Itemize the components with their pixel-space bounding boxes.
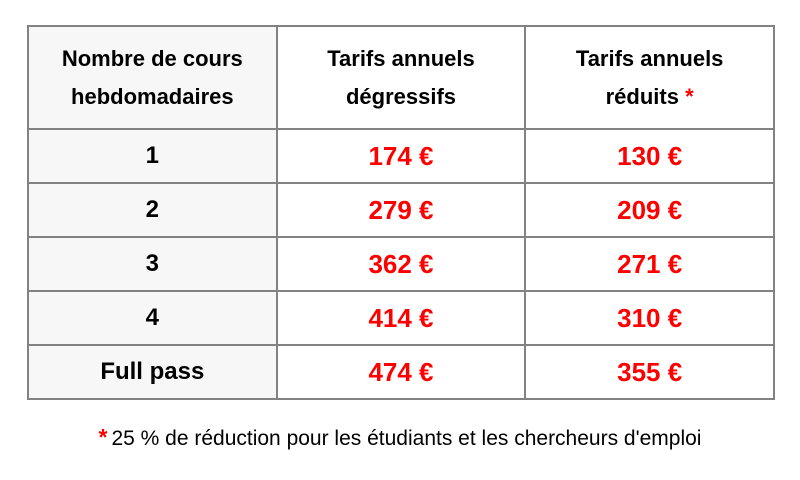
header-degressive-line1: Tarifs annuels <box>327 45 475 71</box>
header-degressive: Tarifs annuels dégressifs <box>275 25 527 130</box>
header-reduced-label: réduits <box>605 83 679 109</box>
footnote-text: 25 % de réduction pour les étudiants et … <box>111 427 702 450</box>
cell-degressive-price: 362 € <box>275 236 527 292</box>
cell-courses: 1 <box>27 128 278 184</box>
cell-reduced-price: 130 € <box>524 128 775 184</box>
cell-courses: 2 <box>27 182 278 238</box>
table-row: 4 414 € 310 € <box>27 290 775 346</box>
footnote: * 25 % de réduction pour les étudiants et… <box>0 424 800 451</box>
table-row: Full pass 474 € 355 € <box>27 344 775 400</box>
table-row: 1 174 € 130 € <box>27 128 775 184</box>
cell-courses: 3 <box>27 236 278 292</box>
pricing-table: Nombre de cours hebdomadaires Tarifs ann… <box>27 25 775 400</box>
table-header-row: Nombre de cours hebdomadaires Tarifs ann… <box>27 25 775 130</box>
cell-reduced-price: 209 € <box>524 182 775 238</box>
header-courses: Nombre de cours hebdomadaires <box>27 25 278 130</box>
header-reduced-line2: réduits * <box>526 78 773 116</box>
cell-degressive-price: 414 € <box>275 290 527 346</box>
cell-degressive-price: 279 € <box>275 182 527 238</box>
header-degressive-line2: dégressifs <box>345 83 457 109</box>
asterisk-marker: * <box>685 83 694 109</box>
cell-degressive-price: 174 € <box>275 128 527 184</box>
cell-reduced-price: 310 € <box>524 290 775 346</box>
cell-courses: Full pass <box>27 344 278 400</box>
table-row: 2 279 € 209 € <box>27 182 775 238</box>
cell-degressive-price: 474 € <box>275 344 527 400</box>
header-courses-line2: hebdomadaires <box>71 83 234 109</box>
cell-reduced-price: 355 € <box>524 344 775 400</box>
footnote-asterisk: * <box>98 424 108 450</box>
header-reduced: Tarifs annuels réduits * <box>524 25 775 130</box>
cell-reduced-price: 271 € <box>524 236 775 292</box>
table-row: 3 362 € 271 € <box>27 236 775 292</box>
header-courses-line1: Nombre de cours <box>61 45 243 71</box>
cell-courses: 4 <box>27 290 278 346</box>
header-reduced-line1: Tarifs annuels <box>575 45 724 71</box>
